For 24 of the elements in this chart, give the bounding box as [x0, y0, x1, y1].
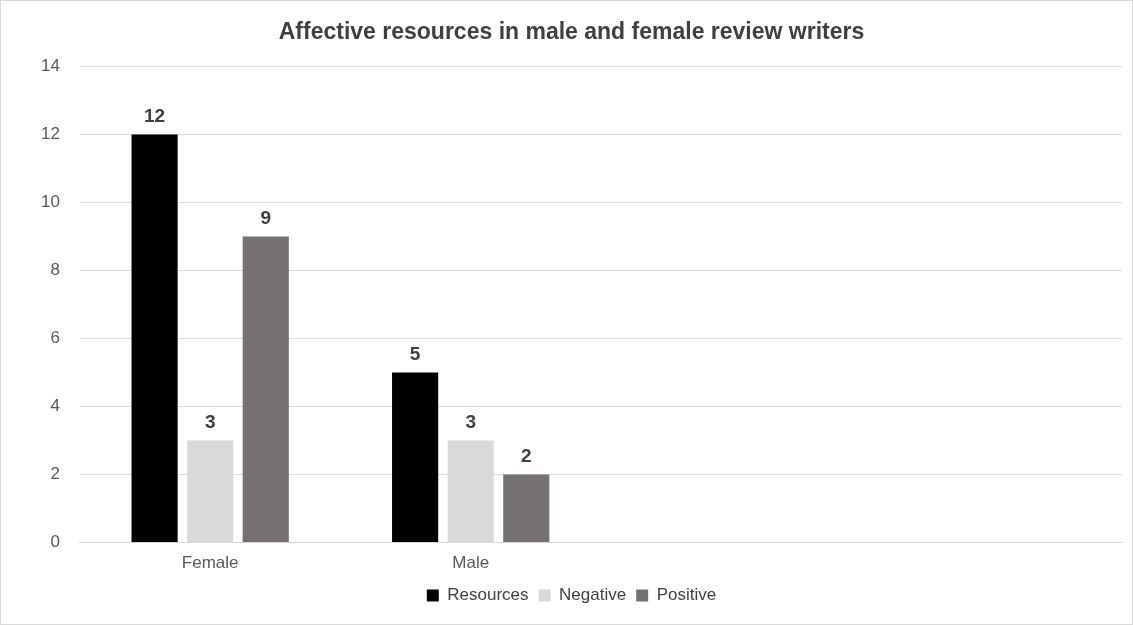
- y-tick-label: 8: [50, 260, 60, 280]
- legend-label: Resources: [447, 585, 529, 605]
- x-tick-label: Female: [181, 553, 239, 573]
- data-label: 3: [204, 411, 216, 433]
- y-tick-label: 12: [40, 124, 60, 144]
- data-label: 9: [260, 207, 272, 229]
- legend-label: Negative: [559, 585, 627, 605]
- x-tick-label: Male: [452, 553, 490, 573]
- y-tick-label: 6: [50, 328, 60, 348]
- data-label: 2: [520, 445, 532, 467]
- bar: [392, 372, 439, 543]
- y-tick-label: 10: [40, 192, 60, 212]
- y-tick-label: 4: [50, 396, 60, 416]
- chart-title: Affective resources in male and female review writers: [278, 18, 865, 45]
- bar: [131, 134, 178, 543]
- bar: [503, 474, 550, 543]
- y-tick-label: 2: [50, 464, 60, 484]
- data-label: 12: [144, 105, 166, 127]
- data-label: 5: [409, 343, 421, 365]
- y-tick-label: 0: [50, 532, 60, 552]
- data-label: 3: [465, 411, 476, 433]
- bar: [242, 236, 289, 543]
- legend-label: Positive: [656, 585, 717, 605]
- y-tick-label: 14: [40, 56, 60, 76]
